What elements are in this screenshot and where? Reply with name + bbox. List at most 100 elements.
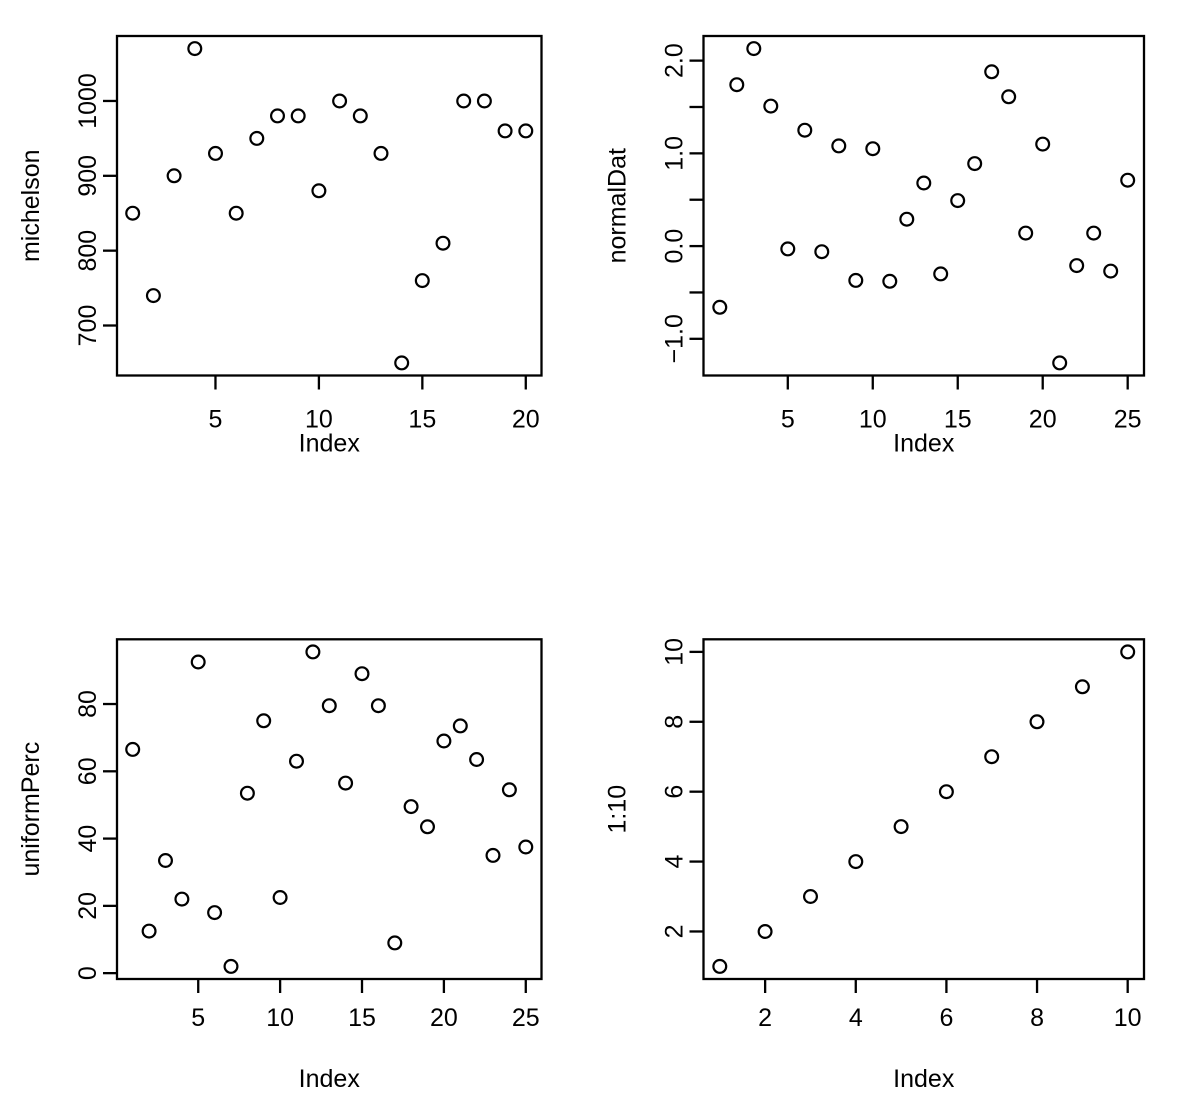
panel-one-to-ten: 2 4 6 8 10 2 4 6 8 10 Index 1:10 <box>593 550 1185 1101</box>
data-point <box>865 141 881 157</box>
data-point <box>1001 89 1017 105</box>
data-point <box>187 41 203 57</box>
data-point <box>311 183 327 199</box>
plot-frame <box>115 34 543 377</box>
data-point <box>321 698 337 714</box>
data-point <box>950 193 966 209</box>
x-tick-label: 10 <box>1114 1004 1142 1032</box>
x-tick-label: 20 <box>1029 406 1057 434</box>
data-point <box>485 847 501 863</box>
data-point <box>403 799 419 815</box>
data-point <box>414 273 430 289</box>
y-tick-label: −1.0 <box>661 314 689 363</box>
y-tick-label: 20 <box>74 892 102 920</box>
data-point <box>338 775 354 791</box>
plot-frame <box>115 638 543 981</box>
data-point <box>476 93 492 109</box>
data-point <box>435 235 451 251</box>
data-point <box>208 145 224 161</box>
x-tick-label: 25 <box>512 1004 540 1032</box>
data-point <box>394 355 410 371</box>
data-point <box>223 958 239 974</box>
data-point <box>1120 644 1136 660</box>
data-point <box>352 108 368 124</box>
x-tick-label: 2 <box>758 1004 772 1032</box>
data-point <box>831 138 847 154</box>
y-axis-title: normalDat <box>604 148 632 263</box>
plot-frame <box>702 638 1146 981</box>
data-point <box>469 752 485 768</box>
y-tick-label: 60 <box>74 757 102 785</box>
data-point <box>1086 225 1102 241</box>
plot-area: 5 10 15 20 700 800 900 1000 Index michelson <box>17 34 543 458</box>
data-point <box>207 905 223 921</box>
data-point <box>757 924 773 940</box>
plot-area: 5 10 15 20 25 0 20 40 60 80 Index uniformPerc <box>17 638 543 1093</box>
data-point <box>228 205 244 221</box>
data-point <box>501 782 517 798</box>
x-tick-label: 10 <box>266 1004 294 1032</box>
data-point <box>984 64 1000 80</box>
data-point <box>420 819 436 835</box>
y-tick-label: 8 <box>661 715 689 729</box>
data-point <box>305 644 321 660</box>
data-point <box>746 41 762 57</box>
data-point <box>518 839 534 855</box>
x-tick-label: 25 <box>1114 406 1142 434</box>
data-point <box>1074 679 1090 695</box>
data-point <box>899 211 915 227</box>
data-point <box>848 854 864 870</box>
data-point <box>1029 714 1045 730</box>
y-axis-title: uniformPerc <box>17 742 45 877</box>
data-point <box>1018 225 1034 241</box>
x-axis-title: Index <box>299 430 361 458</box>
y-tick-label: 0.0 <box>661 229 689 264</box>
data-point <box>712 958 728 974</box>
x-axis-title: Index <box>893 430 955 458</box>
data-point <box>763 98 779 114</box>
data-point <box>272 890 288 906</box>
data-point <box>1052 355 1068 371</box>
x-tick-label: 8 <box>1030 1004 1044 1032</box>
y-tick-label: 2 <box>661 925 689 939</box>
data-point <box>518 123 534 139</box>
y-tick-label: 4 <box>661 855 689 869</box>
data-point <box>797 122 813 138</box>
data-point <box>125 205 141 221</box>
data-point <box>436 733 452 749</box>
data-point <box>290 108 306 124</box>
data-point <box>882 273 898 289</box>
x-tick-label: 10 <box>305 406 333 434</box>
data-point <box>158 853 174 869</box>
data-point <box>256 713 272 729</box>
data-point <box>270 108 286 124</box>
x-tick-label: 5 <box>209 406 223 434</box>
plot-frame <box>702 34 1146 377</box>
data-point <box>712 299 728 315</box>
y-axis-title: michelson <box>17 149 45 262</box>
x-tick-label: 5 <box>781 406 795 434</box>
data-point <box>893 819 909 835</box>
x-tick-label: 6 <box>939 1004 953 1032</box>
panel-normaldat: 5 10 15 20 25 −1.0 0.0 1.0 2.0 Index normalDat <box>593 0 1185 550</box>
data-point <box>332 93 348 109</box>
data-point <box>141 923 157 939</box>
data-point <box>373 145 389 161</box>
data-point <box>452 718 468 734</box>
data-point <box>780 241 796 257</box>
data-point <box>239 785 255 801</box>
x-axis-title: Index <box>893 1065 955 1093</box>
plot-area: 2 4 6 8 10 2 4 6 8 10 Index 1:10 <box>604 638 1146 1093</box>
data-point <box>370 698 386 714</box>
data-point <box>125 741 141 757</box>
data-point <box>166 168 182 184</box>
data-point <box>497 123 513 139</box>
y-tick-label: 80 <box>74 690 102 718</box>
data-point <box>1103 263 1119 279</box>
data-point <box>814 244 830 260</box>
data-point <box>984 749 1000 765</box>
data-point <box>354 666 370 682</box>
data-point <box>456 93 472 109</box>
data-point <box>249 130 265 146</box>
